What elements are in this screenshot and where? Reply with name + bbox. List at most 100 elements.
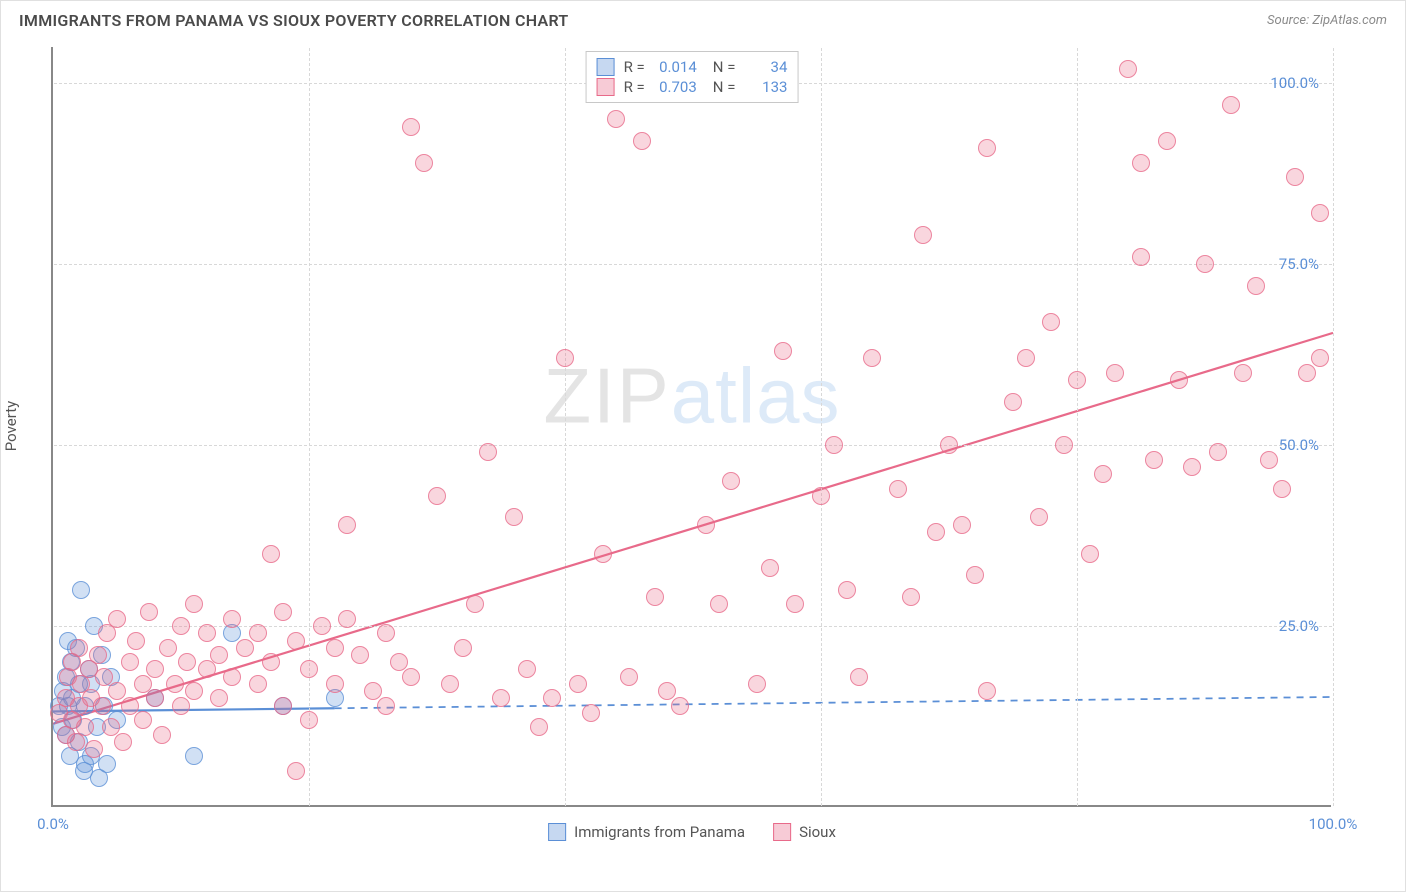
legend-n-value: 133: [741, 78, 787, 96]
sioux-point: [582, 704, 600, 722]
sioux-point: [633, 132, 651, 150]
legend-n-label: N =: [713, 78, 736, 96]
sioux-point: [1042, 313, 1060, 331]
gridline-horizontal: [54, 626, 1332, 627]
legend-n-value: 34: [741, 58, 787, 76]
sioux-point: [710, 595, 728, 613]
sioux-point: [748, 675, 766, 693]
watermark-suffix: atlas: [671, 351, 841, 439]
sioux-point: [1158, 132, 1176, 150]
legend-row: R = 0.703 N = 133: [597, 77, 788, 97]
sioux-point: [300, 660, 318, 678]
sioux-point: [1196, 255, 1214, 273]
sioux-point: [210, 646, 228, 664]
legend-label: Sioux: [799, 823, 836, 841]
sioux-point: [134, 711, 152, 729]
sioux-point: [1183, 458, 1201, 476]
legend-r-value: 0.703: [651, 78, 697, 96]
sioux-point: [402, 118, 420, 136]
sioux-point: [198, 624, 216, 642]
sioux-point: [300, 711, 318, 729]
sioux-point: [1234, 364, 1252, 382]
sioux-point: [249, 675, 267, 693]
watermark: ZIPatlas: [543, 350, 840, 441]
sioux-point: [108, 610, 126, 628]
sioux-point: [76, 718, 94, 736]
sioux-point: [1030, 508, 1048, 526]
sioux-point: [121, 697, 139, 715]
sioux-point: [274, 603, 292, 621]
legend-swatch: [597, 78, 615, 96]
panama-point: [72, 581, 90, 599]
sioux-point: [569, 675, 587, 693]
legend-r-label: R =: [624, 78, 645, 96]
y-tick-label: 75.0%: [1279, 255, 1319, 273]
sioux-point: [223, 610, 241, 628]
sioux-point: [786, 595, 804, 613]
sioux-point: [121, 653, 139, 671]
source-label: Source: ZipAtlas.com: [1267, 13, 1387, 28]
sioux-point: [210, 689, 228, 707]
sioux-point: [1260, 451, 1278, 469]
sioux-point: [1247, 277, 1265, 295]
sioux-point: [166, 675, 184, 693]
sioux-point: [262, 653, 280, 671]
sioux-point: [978, 139, 996, 157]
sioux-point: [402, 668, 420, 686]
sioux-point: [134, 675, 152, 693]
gridline-vertical: [309, 48, 310, 806]
sioux-point: [236, 639, 254, 657]
sioux-point: [914, 226, 932, 244]
plot-wrapper: Poverty ZIPatlas R =0.014N =34R =0.703N …: [51, 47, 1391, 837]
sioux-point: [1311, 204, 1329, 222]
legend-item: Sioux: [773, 823, 836, 841]
plot-area: Poverty ZIPatlas R =0.014N =34R =0.703N …: [51, 47, 1331, 807]
sioux-point: [326, 639, 344, 657]
x-tick-label: 0.0%: [37, 815, 69, 833]
sioux-point: [140, 603, 158, 621]
y-tick-label: 100.0%: [1270, 74, 1319, 92]
sioux-point: [1298, 364, 1316, 382]
correlation-legend: R =0.014N =34R =0.703N =133: [586, 51, 799, 103]
sioux-point: [1132, 248, 1150, 266]
x-tick-label: 100.0%: [1309, 815, 1358, 833]
sioux-point: [428, 487, 446, 505]
sioux-point: [1209, 443, 1227, 461]
sioux-point: [172, 697, 190, 715]
y-tick-label: 25.0%: [1279, 617, 1319, 635]
sioux-point: [390, 653, 408, 671]
sioux-point: [172, 617, 190, 635]
sioux-point: [146, 660, 164, 678]
legend-label: Immigrants from Panama: [574, 823, 745, 841]
sioux-point: [146, 689, 164, 707]
sioux-point: [838, 581, 856, 599]
sioux-point: [127, 632, 145, 650]
sioux-point: [940, 436, 958, 454]
sioux-point: [1170, 371, 1188, 389]
sioux-point: [658, 682, 676, 700]
sioux-point: [774, 342, 792, 360]
panama-point: [98, 755, 116, 773]
sioux-point: [95, 668, 113, 686]
gridline-vertical: [565, 48, 566, 806]
sioux-point: [761, 559, 779, 577]
legend-item: Immigrants from Panama: [548, 823, 745, 841]
sioux-point: [377, 624, 395, 642]
sioux-point: [466, 595, 484, 613]
sioux-point: [108, 682, 126, 700]
sioux-point: [850, 668, 868, 686]
sioux-point: [178, 653, 196, 671]
sioux-point: [530, 718, 548, 736]
sioux-point: [863, 349, 881, 367]
sioux-point: [351, 646, 369, 664]
sioux-point: [223, 668, 241, 686]
sioux-point: [607, 110, 625, 128]
sioux-point: [287, 762, 305, 780]
sioux-point: [722, 472, 740, 490]
chart-title: IMMIGRANTS FROM PANAMA VS SIOUX POVERTY …: [19, 11, 569, 30]
sioux-point: [185, 595, 203, 613]
sioux-point: [1017, 349, 1035, 367]
sioux-point: [338, 516, 356, 534]
sioux-point: [153, 726, 171, 744]
sioux-point: [274, 697, 292, 715]
